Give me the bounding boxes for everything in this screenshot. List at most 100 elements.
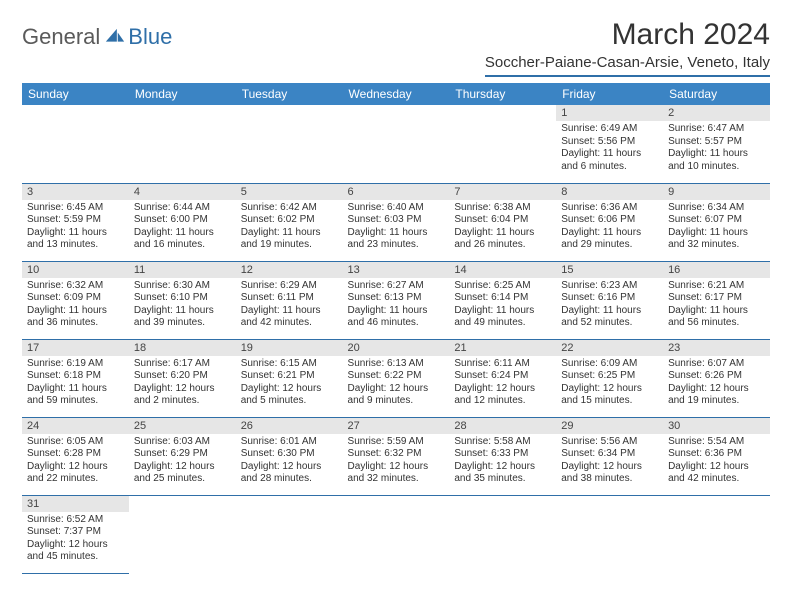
sunrise-text: Sunrise: 6:29 AM — [241, 280, 338, 293]
day-number: 15 — [556, 262, 663, 278]
day-number: 1 — [556, 105, 663, 121]
daylight-text: Daylight: 12 hours and 32 minutes. — [348, 461, 445, 486]
day-content: Sunrise: 6:19 AMSunset: 6:18 PMDaylight:… — [22, 356, 129, 412]
sunset-text: Sunset: 5:59 PM — [27, 214, 124, 227]
daylight-text: Daylight: 12 hours and 2 minutes. — [134, 383, 231, 408]
day-content: Sunrise: 6:29 AMSunset: 6:11 PMDaylight:… — [236, 278, 343, 334]
sunset-text: Sunset: 6:32 PM — [348, 448, 445, 461]
sunrise-text: Sunrise: 6:49 AM — [561, 123, 658, 136]
calendar-empty-cell — [449, 105, 556, 183]
sunset-text: Sunset: 6:06 PM — [561, 214, 658, 227]
day-number: 24 — [22, 418, 129, 434]
sunrise-text: Sunrise: 6:05 AM — [27, 436, 124, 449]
calendar-day-cell: 11Sunrise: 6:30 AMSunset: 6:10 PMDayligh… — [129, 261, 236, 339]
calendar-day-cell: 17Sunrise: 6:19 AMSunset: 6:18 PMDayligh… — [22, 339, 129, 417]
sunrise-text: Sunrise: 6:38 AM — [454, 202, 551, 215]
day-number: 12 — [236, 262, 343, 278]
weekday-header: Friday — [556, 83, 663, 105]
calendar-empty-cell — [236, 105, 343, 183]
daylight-text: Daylight: 12 hours and 38 minutes. — [561, 461, 658, 486]
calendar-day-cell: 4Sunrise: 6:44 AMSunset: 6:00 PMDaylight… — [129, 183, 236, 261]
daylight-text: Daylight: 12 hours and 25 minutes. — [134, 461, 231, 486]
day-number: 2 — [663, 105, 770, 121]
calendar-day-cell: 7 Sunrise: 6:38 AMSunset: 6:04 PMDaylight… — [449, 183, 556, 261]
calendar-week-row: 31Sunrise: 6:52 AMSunset: 7:37 PMDayligh… — [22, 495, 770, 573]
weekday-header: Saturday — [663, 83, 770, 105]
daylight-text: Daylight: 12 hours and 42 minutes. — [668, 461, 765, 486]
calendar-day-cell: 18Sunrise: 6:17 AMSunset: 6:20 PMDayligh… — [129, 339, 236, 417]
day-number: 7 — [449, 184, 556, 200]
sunset-text: Sunset: 6:17 PM — [668, 292, 765, 305]
daylight-text: Daylight: 11 hours and 39 minutes. — [134, 305, 231, 330]
calendar-day-cell: 21Sunrise: 6:11 AMSunset: 6:24 PMDayligh… — [449, 339, 556, 417]
sunrise-text: Sunrise: 5:58 AM — [454, 436, 551, 449]
day-number: 30 — [663, 418, 770, 434]
sunset-text: Sunset: 6:14 PM — [454, 292, 551, 305]
calendar-empty-cell — [343, 495, 450, 573]
calendar-table: SundayMondayTuesdayWednesdayThursdayFrid… — [22, 83, 770, 574]
day-content: Sunrise: 6:36 AMSunset: 6:06 PMDaylight:… — [556, 200, 663, 256]
daylight-text: Daylight: 12 hours and 9 minutes. — [348, 383, 445, 408]
day-content: Sunrise: 6:42 AMSunset: 6:02 PMDaylight:… — [236, 200, 343, 256]
logo-text-blue: Blue — [128, 24, 172, 50]
calendar-day-cell: 23Sunrise: 6:07 AMSunset: 6:26 PMDayligh… — [663, 339, 770, 417]
sunrise-text: Sunrise: 6:34 AM — [668, 202, 765, 215]
day-content: Sunrise: 6:01 AMSunset: 6:30 PMDaylight:… — [236, 434, 343, 490]
daylight-text: Daylight: 12 hours and 15 minutes. — [561, 383, 658, 408]
sunrise-text: Sunrise: 6:36 AM — [561, 202, 658, 215]
daylight-text: Daylight: 11 hours and 36 minutes. — [27, 305, 124, 330]
calendar-day-cell: 24Sunrise: 6:05 AMSunset: 6:28 PMDayligh… — [22, 417, 129, 495]
day-number: 4 — [129, 184, 236, 200]
sunset-text: Sunset: 6:30 PM — [241, 448, 338, 461]
daylight-text: Daylight: 11 hours and 13 minutes. — [27, 227, 124, 252]
sunset-text: Sunset: 6:21 PM — [241, 370, 338, 383]
sunrise-text: Sunrise: 6:27 AM — [348, 280, 445, 293]
day-content: Sunrise: 6:47 AMSunset: 5:57 PMDaylight:… — [663, 121, 770, 177]
sunrise-text: Sunrise: 6:13 AM — [348, 358, 445, 371]
sail-icon — [104, 27, 126, 43]
day-content: Sunrise: 6:11 AMSunset: 6:24 PMDaylight:… — [449, 356, 556, 412]
calendar-day-cell: 29Sunrise: 5:56 AMSunset: 6:34 PMDayligh… — [556, 417, 663, 495]
sunset-text: Sunset: 6:07 PM — [668, 214, 765, 227]
daylight-text: Daylight: 11 hours and 42 minutes. — [241, 305, 338, 330]
calendar-day-cell: 5Sunrise: 6:42 AMSunset: 6:02 PMDaylight… — [236, 183, 343, 261]
sunset-text: Sunset: 6:04 PM — [454, 214, 551, 227]
title-block: March 2024 Soccher-Paiane-Casan-Arsie, V… — [485, 18, 770, 77]
sunrise-text: Sunrise: 6:30 AM — [134, 280, 231, 293]
daylight-text: Daylight: 11 hours and 6 minutes. — [561, 148, 658, 173]
day-number: 8 — [556, 184, 663, 200]
daylight-text: Daylight: 11 hours and 26 minutes. — [454, 227, 551, 252]
daylight-text: Daylight: 12 hours and 45 minutes. — [27, 539, 124, 564]
calendar-day-cell: 3Sunrise: 6:45 AMSunset: 5:59 PMDaylight… — [22, 183, 129, 261]
calendar-week-row: 24Sunrise: 6:05 AMSunset: 6:28 PMDayligh… — [22, 417, 770, 495]
sunrise-text: Sunrise: 6:11 AM — [454, 358, 551, 371]
calendar-day-cell: 25Sunrise: 6:03 AMSunset: 6:29 PMDayligh… — [129, 417, 236, 495]
day-number: 3 — [22, 184, 129, 200]
sunset-text: Sunset: 6:13 PM — [348, 292, 445, 305]
day-content: Sunrise: 6:17 AMSunset: 6:20 PMDaylight:… — [129, 356, 236, 412]
day-content: Sunrise: 6:15 AMSunset: 6:21 PMDaylight:… — [236, 356, 343, 412]
day-number: 11 — [129, 262, 236, 278]
daylight-text: Daylight: 12 hours and 22 minutes. — [27, 461, 124, 486]
day-content: Sunrise: 6:09 AMSunset: 6:25 PMDaylight:… — [556, 356, 663, 412]
sunrise-text: Sunrise: 6:15 AM — [241, 358, 338, 371]
calendar-day-cell: 10Sunrise: 6:32 AMSunset: 6:09 PMDayligh… — [22, 261, 129, 339]
weekday-header: Tuesday — [236, 83, 343, 105]
day-content: Sunrise: 6:49 AMSunset: 5:56 PMDaylight:… — [556, 121, 663, 177]
day-content: Sunrise: 5:54 AMSunset: 6:36 PMDaylight:… — [663, 434, 770, 490]
sunset-text: Sunset: 6:29 PM — [134, 448, 231, 461]
day-number: 17 — [22, 340, 129, 356]
calendar-day-cell: 12Sunrise: 6:29 AMSunset: 6:11 PMDayligh… — [236, 261, 343, 339]
daylight-text: Daylight: 12 hours and 12 minutes. — [454, 383, 551, 408]
calendar-day-cell: 6Sunrise: 6:40 AMSunset: 6:03 PMDaylight… — [343, 183, 450, 261]
calendar-day-cell: 19Sunrise: 6:15 AMSunset: 6:21 PMDayligh… — [236, 339, 343, 417]
daylight-text: Daylight: 11 hours and 16 minutes. — [134, 227, 231, 252]
calendar-empty-cell — [663, 495, 770, 573]
calendar-day-cell: 26Sunrise: 6:01 AMSunset: 6:30 PMDayligh… — [236, 417, 343, 495]
daylight-text: Daylight: 12 hours and 35 minutes. — [454, 461, 551, 486]
day-number: 21 — [449, 340, 556, 356]
calendar-day-cell: 14Sunrise: 6:25 AMSunset: 6:14 PMDayligh… — [449, 261, 556, 339]
day-number: 22 — [556, 340, 663, 356]
daylight-text: Daylight: 11 hours and 52 minutes. — [561, 305, 658, 330]
daylight-text: Daylight: 11 hours and 19 minutes. — [241, 227, 338, 252]
